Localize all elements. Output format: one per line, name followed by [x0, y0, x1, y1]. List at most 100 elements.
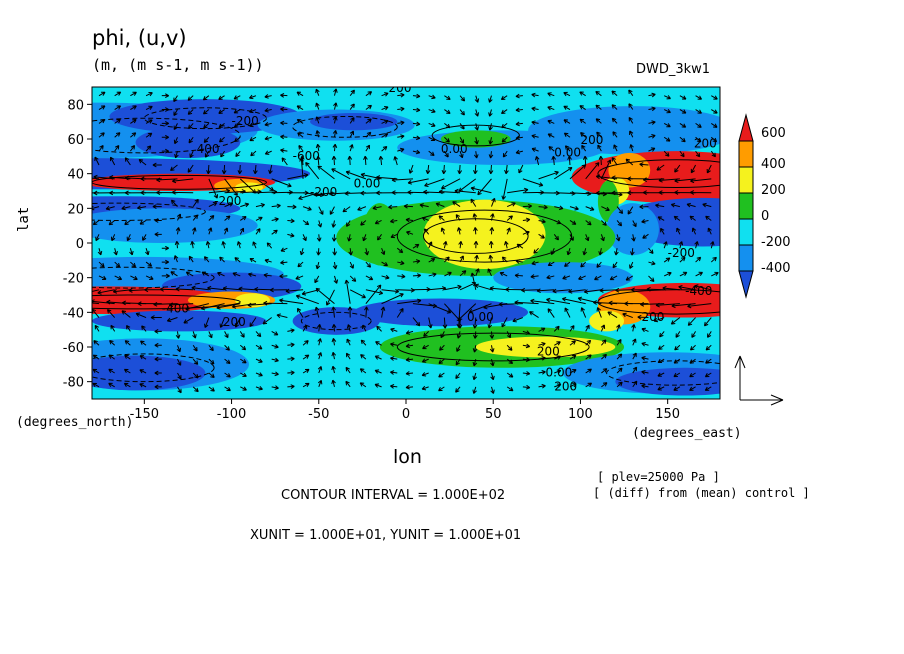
wind-vector-660: [412, 317, 421, 327]
wind-vector-614: [295, 294, 319, 305]
wind-vector-469: [550, 247, 555, 255]
wind-vector-665: [487, 317, 493, 329]
contour-line-5: [597, 159, 720, 189]
wind-vector-86: [188, 123, 194, 130]
wind-vector-372: [287, 218, 295, 224]
wind-vector-375: [331, 220, 337, 228]
wind-vector-133: [297, 132, 304, 138]
wind-vector-550: [562, 275, 571, 280]
wind-vector-0: [98, 91, 106, 97]
wind-vector-349: [554, 205, 564, 211]
wind-vector-452: [280, 247, 288, 252]
contour-label-7: 200: [580, 133, 603, 147]
wind-vector-371: [271, 217, 279, 222]
wind-vector-770: [255, 358, 263, 363]
wind-vector-581: [428, 286, 447, 291]
wind-vector-871: [585, 382, 593, 388]
wind-vector-267: [522, 178, 544, 187]
wind-vector-621: [428, 303, 452, 314]
wind-vector-468: [533, 247, 539, 254]
wind-vector-613: [279, 298, 304, 305]
wind-vector-136: [349, 130, 355, 138]
colorbar-segment-1: [738, 140, 754, 168]
wind-vector-487: [203, 256, 210, 263]
wind-vector-446: [190, 240, 195, 249]
wind-vector-639: [687, 303, 712, 309]
wind-vector-24: [474, 95, 480, 103]
wind-vector-819: [390, 370, 398, 375]
wind-vector-261: [407, 178, 429, 185]
wind-vector-330: [255, 203, 265, 208]
wind-vector-82: [130, 118, 137, 124]
wind-vector-210: [253, 164, 258, 175]
wind-vector-862: [438, 386, 445, 392]
wind-vector-237: [674, 164, 681, 173]
wind-vector-391: [585, 220, 592, 226]
wind-vector-716: [659, 331, 665, 338]
wind-vector-339: [388, 204, 398, 210]
wind-vector-158: [695, 136, 702, 143]
wind-vector-492: [280, 260, 288, 265]
wind-vector-530: [248, 272, 257, 277]
wind-vector-777: [360, 354, 367, 360]
wind-vector-236: [656, 164, 665, 171]
wind-vector-820: [405, 371, 414, 376]
wind-vector-701: [423, 331, 430, 337]
wind-vector-102: [444, 123, 451, 129]
wind-vector-779: [390, 356, 398, 361]
wind-vector-442: [129, 248, 134, 256]
wind-vector-483: [145, 261, 153, 267]
wind-vector-781: [421, 358, 429, 363]
wind-vector-647: [204, 317, 210, 328]
wind-vector-422: [440, 227, 446, 235]
contour-label-0: 200: [389, 81, 412, 95]
wind-vector-571: [254, 286, 272, 292]
wind-vector-780: [405, 357, 414, 362]
wind-vector-334: [318, 206, 324, 215]
wind-vector-513: [612, 261, 618, 269]
wind-vector-350: [569, 206, 579, 211]
wind-vector-865: [490, 386, 495, 394]
wind-vector-105: [488, 123, 493, 131]
wind-vector-523: [145, 275, 154, 281]
y-tick-label-5: -20: [63, 272, 84, 287]
wind-vector-343: [452, 201, 461, 208]
x-tick-label-3: 0: [402, 407, 410, 422]
wind-vector-439: [707, 227, 712, 235]
wind-vector-21: [428, 94, 436, 100]
wind-vector-681: [110, 324, 116, 332]
x-axis-label: lon: [393, 446, 422, 468]
wind-vector-221: [425, 164, 431, 175]
wind-vector-226: [504, 164, 509, 175]
wind-vector-125: [173, 137, 179, 145]
wind-vector-686: [192, 331, 197, 339]
wind-vector-536: [349, 275, 357, 282]
wind-vector-806: [192, 372, 199, 379]
wind-vector-505: [488, 254, 494, 263]
wind-vector-374: [317, 220, 323, 228]
wind-vector-800: [92, 368, 100, 374]
wind-vector-502: [444, 256, 450, 263]
wind-vector-554: [625, 275, 634, 281]
wind-vector-654: [314, 306, 320, 318]
wind-vector-696: [346, 324, 352, 332]
wind-vector-809: [240, 372, 247, 377]
y-axis-units: (degrees_north): [16, 415, 134, 430]
wind-vector-319: [690, 190, 712, 195]
wind-vector-396: [657, 216, 665, 221]
wind-vector-217: [363, 155, 368, 166]
wind-vector-685: [175, 331, 181, 339]
wind-vector-279: [690, 178, 712, 184]
wind-vector-124: [161, 134, 170, 140]
wind-vector-566: [175, 286, 194, 292]
wind-vector-527: [201, 271, 210, 277]
wind-vector-723: [140, 340, 147, 346]
wind-vector-413: [302, 234, 307, 242]
wind-vector-769: [240, 358, 247, 364]
contour-label-14: -400: [685, 284, 712, 298]
wind-vector-721: [109, 339, 116, 346]
wind-vector-545: [487, 268, 492, 277]
wind-vector-99: [397, 120, 405, 126]
wind-vector-735: [331, 338, 337, 346]
